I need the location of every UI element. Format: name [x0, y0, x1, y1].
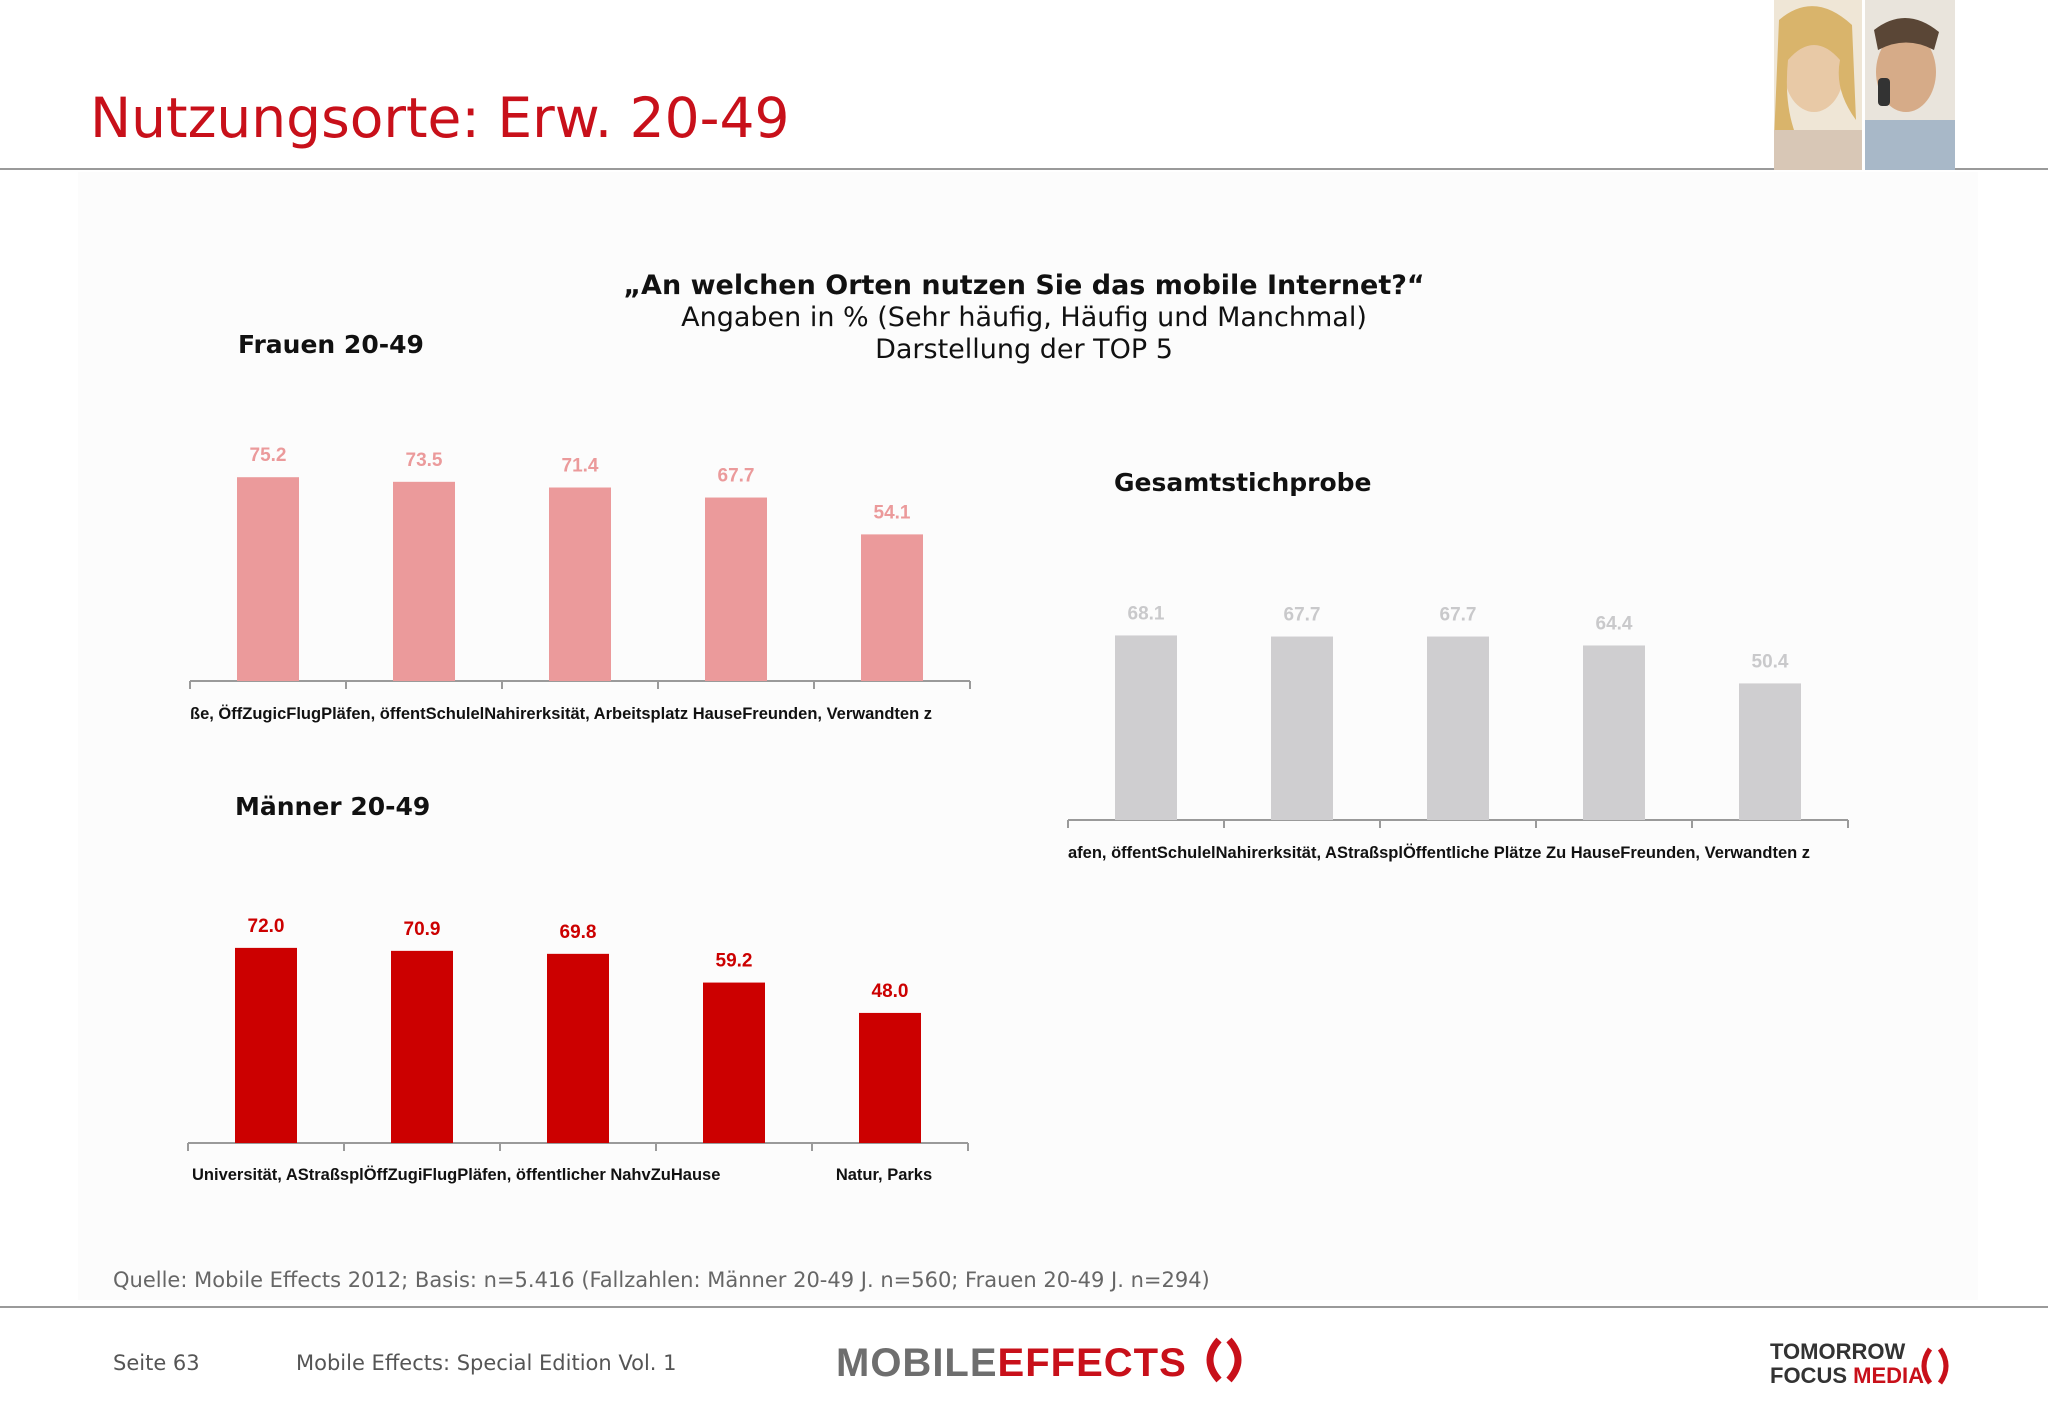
category-label: Universität, AStraßsplÖffZugiFlugPläfen,… — [192, 1165, 720, 1184]
footer-divider — [0, 1306, 2048, 1308]
bar — [1115, 635, 1177, 820]
data-label: 75.2 — [250, 445, 287, 466]
category-label: ße, ÖffZugicFlugPläfen, öffentSchulelNah… — [190, 704, 932, 723]
data-label: 72.0 — [248, 916, 285, 937]
publication-name: Mobile Effects: Special Edition Vol. 1 — [296, 1351, 677, 1375]
header-photo — [1774, 0, 1955, 170]
data-label: 54.1 — [874, 502, 911, 523]
question-text: „An welchen Orten nutzen Sie das mobile … — [623, 270, 1425, 301]
mobile-effects-logo: MOBILEEFFECTS — [836, 1336, 1249, 1386]
bar — [1271, 636, 1333, 820]
data-label: 50.4 — [1752, 651, 1789, 672]
logo-word-focus: FOCUS — [1770, 1363, 1847, 1388]
bar — [1427, 636, 1489, 820]
data-label: 68.1 — [1128, 603, 1165, 624]
bar — [861, 534, 923, 681]
data-label: 67.7 — [1440, 605, 1477, 626]
question-note: Darstellung der TOP 5 — [875, 334, 1173, 365]
question-subtitle: Angaben in % (Sehr häufig, Häufig und Ma… — [681, 302, 1367, 333]
data-label: 69.8 — [560, 922, 597, 943]
bar — [859, 1012, 921, 1143]
bar — [391, 950, 453, 1143]
bar — [237, 477, 299, 681]
bar — [235, 947, 297, 1143]
bar — [705, 497, 767, 681]
category-label: afen, öffentSchulelNahirerksität, AStraß… — [1068, 843, 1810, 862]
data-label: 71.4 — [562, 456, 599, 477]
data-label: 67.7 — [718, 466, 755, 487]
bar — [1583, 645, 1645, 820]
bar — [547, 953, 609, 1143]
logo-word-mobile: MOBILE — [836, 1341, 998, 1385]
logo-word-media: MEDIA — [1853, 1363, 1925, 1388]
chart-gesamt: 68.1 67.7 67.7 64.4 50.4 afen, öffentSchulelN… — [1067, 603, 1849, 862]
source-note: Quelle: Mobile Effects 2012; Basis: n=5.… — [113, 1268, 1210, 1292]
logo-bracket-icon — [1206, 1337, 1242, 1383]
logo-word-tomorrow: TOMORROW — [1770, 1339, 1906, 1364]
logo-bracket-icon-small — [1921, 1347, 1949, 1385]
tomorrow-focus-media-logo: TOMORROW FOCUS MEDIA — [1770, 1339, 1949, 1388]
data-label: 59.2 — [716, 951, 753, 972]
bar — [1739, 683, 1801, 820]
chart-title-gesamt: Gesamtstichprobe — [1114, 468, 1372, 497]
chart-maenner: 72.0 70.9 69.8 59.2 48.0 Universität, AStraßs… — [187, 916, 969, 1184]
chart-title-frauen: Frauen 20-49 — [238, 330, 424, 359]
data-label: 73.5 — [406, 450, 443, 471]
data-label: 64.4 — [1596, 613, 1633, 634]
data-label: 67.7 — [1284, 605, 1321, 626]
data-label: 70.9 — [404, 919, 441, 940]
page-number: Seite 63 — [113, 1351, 200, 1375]
chart-frauen: 75.2 73.5 71.4 67.7 54.1 ße, ÖffZugicFlugPläf… — [189, 445, 971, 723]
chart-title-maenner: Männer 20-49 — [235, 792, 431, 821]
bar — [703, 982, 765, 1143]
bar — [549, 487, 611, 681]
category-label: Natur, Parks — [836, 1166, 932, 1184]
survey-question: „An welchen Orten nutzen Sie das mobile … — [540, 270, 1508, 366]
data-label: 48.0 — [872, 981, 909, 1002]
header-divider — [0, 168, 2048, 170]
bar — [393, 481, 455, 681]
logo-word-effects: EFFECTS — [997, 1341, 1187, 1385]
page-title: Nutzungsorte: Erw. 20-49 — [90, 86, 790, 150]
